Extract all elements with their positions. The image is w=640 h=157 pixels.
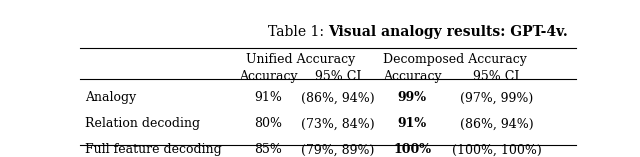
Text: 80%: 80% xyxy=(255,117,282,130)
Text: Decomposed Accuracy: Decomposed Accuracy xyxy=(383,53,527,66)
Text: 91%: 91% xyxy=(255,91,282,104)
Text: (97%, 99%): (97%, 99%) xyxy=(460,91,533,104)
Text: 99%: 99% xyxy=(398,91,427,104)
Text: (73%, 84%): (73%, 84%) xyxy=(301,117,375,130)
Text: (86%, 94%): (86%, 94%) xyxy=(460,117,534,130)
Text: (100%, 100%): (100%, 100%) xyxy=(452,143,541,156)
Text: Relation decoding: Relation decoding xyxy=(85,117,200,130)
Text: 85%: 85% xyxy=(255,143,282,156)
Text: Accuracy: Accuracy xyxy=(383,70,442,83)
Text: 91%: 91% xyxy=(397,117,427,130)
Text: Unified Accuracy: Unified Accuracy xyxy=(246,53,355,66)
Text: Accuracy: Accuracy xyxy=(239,70,298,83)
Text: Analogy: Analogy xyxy=(85,91,136,104)
Text: 100%: 100% xyxy=(394,143,431,156)
Text: Table 1:: Table 1: xyxy=(268,25,328,39)
Text: 95% CI: 95% CI xyxy=(474,70,520,83)
Text: (86%, 94%): (86%, 94%) xyxy=(301,91,375,104)
Text: Full feature decoding: Full feature decoding xyxy=(85,143,221,156)
Text: Visual analogy results: GPT-4v.: Visual analogy results: GPT-4v. xyxy=(328,25,568,39)
Text: (79%, 89%): (79%, 89%) xyxy=(301,143,374,156)
Text: 95% CI: 95% CI xyxy=(315,70,361,83)
